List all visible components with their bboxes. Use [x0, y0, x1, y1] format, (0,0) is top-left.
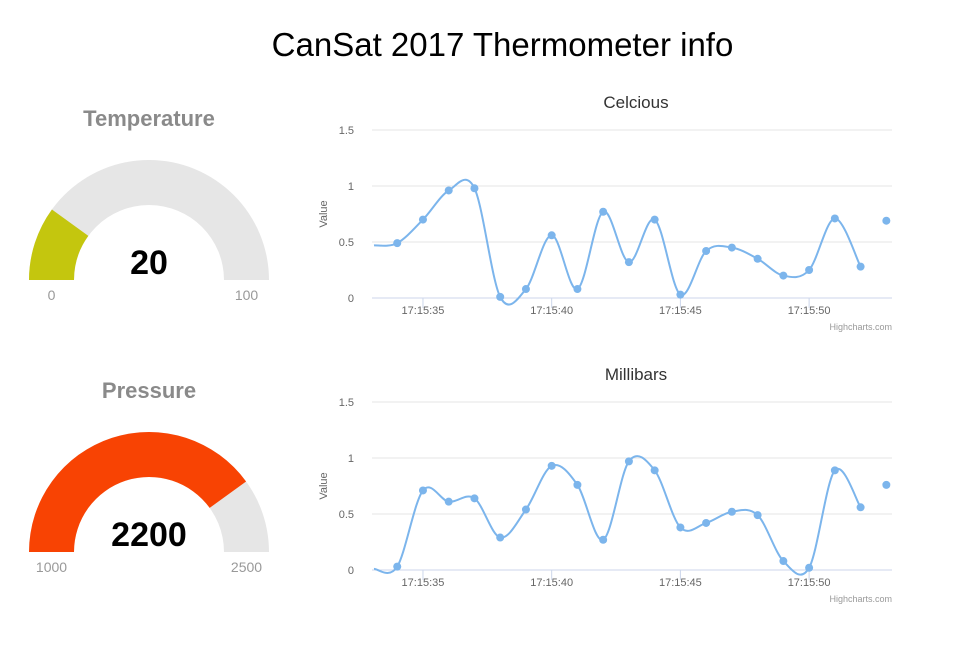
celcious-series-line — [373, 178, 862, 306]
millibars-data-point — [521, 505, 530, 514]
celcious-chart-svg: Celcious 0 0.5 1 1.5 Value 17:15:35 17:15:40 17:… — [318, 93, 892, 332]
celcious-data-point — [521, 285, 530, 294]
pressure-gauge-fill — [29, 432, 247, 552]
temperature-gauge-title: Temperature — [83, 106, 215, 131]
celcious-chart: Celcious 0 0.5 1 1.5 Value 17:15:35 17:15:40 17:… — [300, 84, 910, 344]
millibars-data-point — [650, 466, 659, 475]
celcious-data-point — [702, 246, 711, 255]
millibars-credits[interactable]: Highcharts.com — [829, 594, 892, 604]
celcious-data-point — [805, 266, 814, 274]
millibars-data-point — [882, 480, 891, 489]
celcious-chart-title: Celcious — [603, 93, 668, 112]
celcious-y-tick-label: 1.5 — [339, 125, 354, 137]
celcious-x-tick-label: 17:15:40 — [530, 305, 573, 317]
celcious-credits[interactable]: Highcharts.com — [829, 322, 892, 332]
millibars-data-point — [702, 518, 711, 527]
millibars-y-tick-label: 0.5 — [339, 509, 354, 521]
millibars-y-tick-label: 1.5 — [339, 397, 354, 409]
millibars-data-point — [444, 497, 453, 506]
celcious-y-tick-label: 0.5 — [339, 237, 354, 249]
celcious-data-point — [393, 239, 402, 248]
celcious-data-point — [496, 292, 505, 301]
millibars-data-point — [753, 511, 762, 520]
temperature-gauge-svg: Temperature 20 0 100 — [29, 106, 269, 303]
celcious-y-tick-label: 0 — [348, 293, 354, 305]
millibars-data-point — [547, 461, 556, 470]
temperature-gauge: Temperature 20 0 100 — [0, 96, 300, 326]
pressure-gauge-title: Pressure — [102, 378, 196, 403]
celcious-data-point — [418, 215, 427, 224]
millibars-x-tick-label: 17:15:50 — [788, 577, 831, 589]
millibars-x-tick-label: 17:15:45 — [659, 577, 702, 589]
celcious-data-point — [779, 271, 788, 280]
temperature-gauge-track — [29, 160, 269, 280]
millibars-data-point — [727, 507, 736, 516]
millibars-data-point — [856, 503, 865, 512]
millibars-y-tick-label: 1 — [348, 453, 354, 465]
temperature-gauge-value: 20 — [130, 244, 168, 282]
celcious-data-point — [856, 262, 865, 271]
millibars-chart-svg: Millibars 0 0.5 1 1.5 Value 17:15:35 17:15:40 17… — [318, 365, 892, 604]
celcious-x-tick-label: 17:15:45 — [659, 305, 702, 317]
millibars-y-axis-label: Value — [318, 472, 330, 499]
celcious-y-tick-label: 1 — [348, 181, 354, 193]
celcious-data-point — [624, 258, 633, 267]
celcious-data-point — [650, 215, 659, 224]
pressure-gauge-min-label: 1000 — [36, 559, 67, 575]
millibars-x-tick-label: 17:15:35 — [402, 577, 445, 589]
celcious-x-tick-label: 17:15:50 — [788, 305, 831, 317]
celcious-data-point — [599, 207, 608, 216]
temperature-gauge-min-label: 0 — [48, 287, 56, 303]
millibars-data-point — [470, 494, 479, 503]
millibars-data-point — [779, 557, 788, 566]
celcious-data-point — [547, 231, 556, 240]
millibars-data-point — [393, 562, 402, 571]
celcious-data-point — [573, 285, 582, 294]
celcious-data-point — [830, 214, 839, 223]
pressure-gauge-value: 2200 — [111, 516, 187, 554]
pressure-gauge: Pressure 2200 1000 2500 — [0, 368, 300, 598]
millibars-data-point — [573, 480, 582, 489]
millibars-series-line — [373, 455, 862, 576]
millibars-x-tick-label: 17:15:40 — [530, 577, 573, 589]
temperature-gauge-max-label: 100 — [235, 287, 259, 303]
celcious-data-point — [470, 184, 479, 193]
millibars-chart: Millibars 0 0.5 1 1.5 Value 17:15:35 17:15:40 17… — [300, 356, 910, 616]
millibars-data-point — [599, 535, 608, 544]
celcious-data-point — [882, 216, 891, 225]
celcious-data-point — [676, 290, 685, 299]
millibars-data-point — [830, 466, 839, 475]
celcious-x-tick-label: 17:15:35 — [402, 305, 445, 317]
millibars-data-point — [676, 523, 685, 532]
millibars-data-point — [805, 563, 814, 572]
celcious-data-point — [727, 243, 736, 252]
page-title: CanSat 2017 Thermometer info — [271, 26, 734, 63]
pressure-gauge-max-label: 2500 — [231, 559, 262, 575]
temperature-gauge-fill — [29, 209, 89, 280]
pressure-gauge-svg: Pressure 2200 1000 2500 — [29, 378, 269, 575]
celcious-y-axis-label: Value — [318, 200, 330, 227]
millibars-data-point — [496, 533, 505, 542]
celcious-data-point — [444, 186, 453, 195]
millibars-chart-title: Millibars — [605, 365, 667, 384]
celcious-data-point — [753, 254, 762, 263]
millibars-data-point — [418, 486, 427, 495]
millibars-data-point — [624, 457, 633, 466]
millibars-y-tick-label: 0 — [348, 565, 354, 577]
